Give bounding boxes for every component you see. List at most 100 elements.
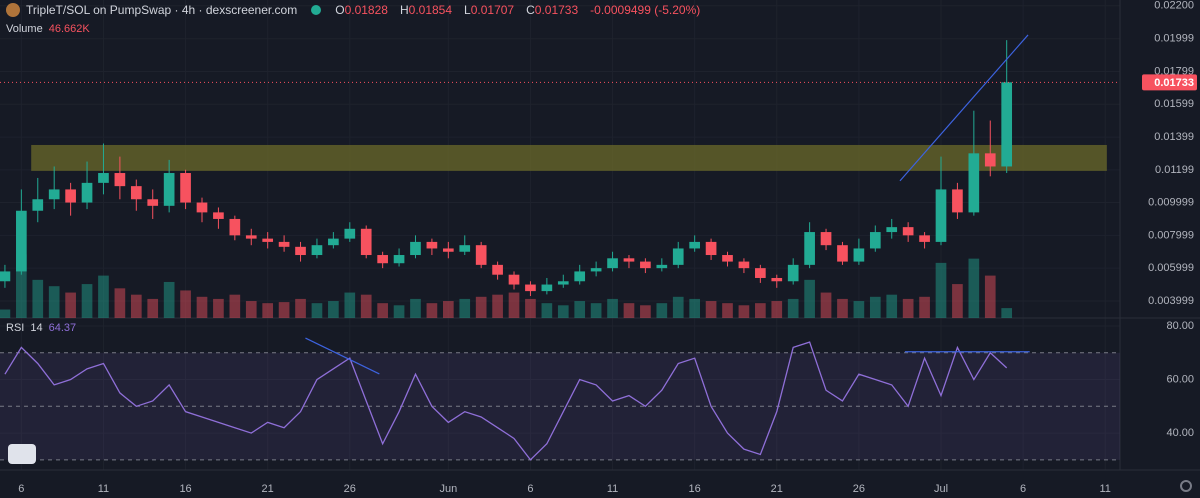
x-tick-label: 11 [607,483,618,495]
volume-bar [574,301,586,318]
volume-bar [262,303,274,318]
rsi-value: 64.37 [48,322,77,334]
volume-bar [426,303,438,318]
volume-bar [311,303,323,318]
candle-body [919,235,930,242]
candle-body [344,228,356,239]
avatar [6,3,20,17]
y-tick-label: 0.007999 [1148,229,1194,241]
candle-body [32,199,44,211]
x-tick-label: Jun [439,483,457,495]
volume-bar [98,275,109,318]
candle-body [65,189,76,203]
rsi-tick-label: 40.00 [1166,427,1194,439]
candle-body [245,235,257,239]
volume-bar [919,296,930,318]
volume-bar [32,279,44,318]
volume-bar [590,303,602,318]
candle-body [853,248,865,262]
volume-value: 46.662K [48,23,90,35]
volume-bar [952,284,963,318]
rsi-tick-label: 60.00 [1166,373,1194,385]
high-label: H [399,3,409,17]
candle-body [295,246,306,256]
candle-body [229,218,241,236]
low-label: L [464,3,471,17]
settings-icon[interactable] [1180,480,1192,492]
candle-body [869,232,881,249]
candle-body [640,261,651,269]
candle-body [163,173,175,206]
candle-body [935,189,947,242]
volume-bar [853,301,865,318]
volume-bar [755,303,766,318]
candle-body [393,255,405,264]
candle-body [722,255,733,262]
volume-bar [722,303,733,318]
y-tick-label: 0.01999 [1154,33,1194,45]
volume-bar [492,294,503,318]
volume-bar [16,254,27,318]
candle-body [623,258,635,262]
candle-body [360,228,372,256]
volume-bar [328,301,339,318]
open-label: O [335,3,345,17]
volume-bar [689,298,700,318]
volume-bar [0,309,11,318]
x-tick-label: Jul [934,483,948,495]
close-label: C [526,3,535,17]
candle-body [475,245,487,265]
volume-bar [393,305,405,318]
change-value: -0.0009499 (-5.20%) [590,3,701,17]
volume-bar [837,298,848,318]
y-tick-label: 0.009999 [1148,196,1194,208]
volume-bar [295,298,306,318]
candle-body [968,153,980,213]
volume-bar [459,298,471,318]
candle-body [377,255,388,264]
volume-bar [163,281,175,318]
volume-bar [886,294,898,318]
candle-body [0,271,11,282]
x-tick-label: 16 [179,483,191,495]
x-tick-label: 16 [689,483,701,495]
candle-body [328,238,339,246]
volume-bar [410,298,421,318]
volume-bar [787,298,799,318]
volume-bar [705,301,717,318]
rsi-line [4,341,1008,461]
candle-body [787,264,799,282]
close-value: 0.01733 [534,3,579,17]
candle-body [771,277,783,282]
candle-body [130,186,142,200]
candle-body [48,189,60,200]
candle-body [311,245,323,256]
volume-bar [278,302,290,318]
volume-bar [935,262,947,318]
volume-legend: Volume 46.662K [6,23,90,35]
candle-body [837,245,848,262]
volume-bar [360,294,372,318]
candle-body [574,271,586,282]
rsi-length: 14 [30,322,43,334]
candle-body [689,241,700,249]
volume-bar [344,292,356,318]
high-value: 0.01854 [408,3,453,17]
candle-body [16,210,27,272]
volume-bar [147,298,159,318]
volume-bar [672,296,684,318]
y-tick-label: 0.005999 [1148,262,1194,274]
open-value: 0.01828 [344,3,388,17]
volume-bar [180,290,191,318]
candle-body [492,264,503,275]
volume-label: Volume [6,23,43,35]
volume-bar [229,294,241,318]
candle-body [98,173,109,183]
volume-bar [1001,308,1013,318]
volume-bar [130,294,142,318]
candle-body [804,232,815,265]
candle-body [820,232,832,246]
volume-bar [475,296,487,318]
tradingview-logo[interactable] [8,444,36,464]
